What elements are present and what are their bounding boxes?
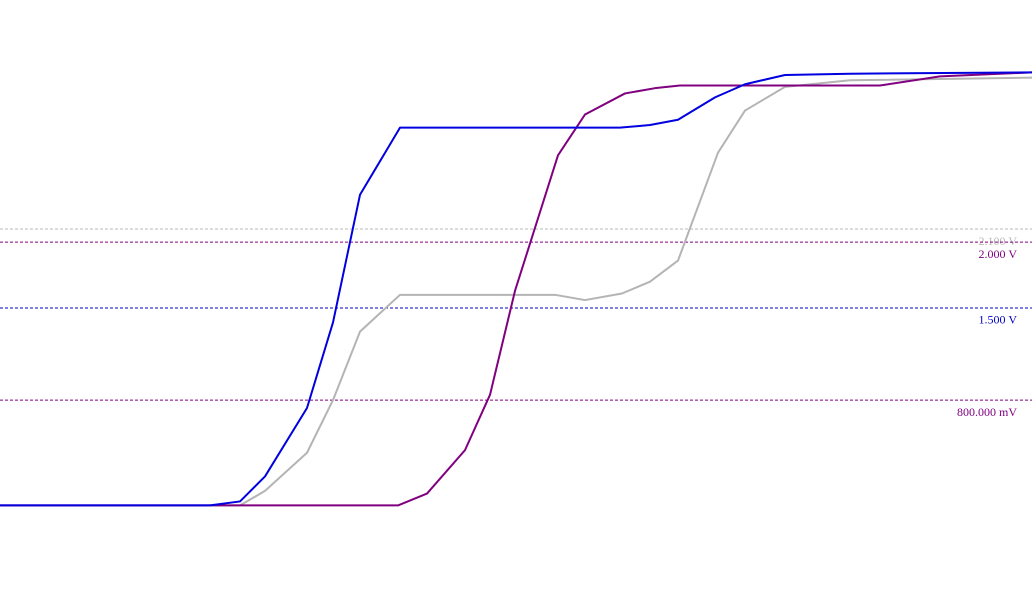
threshold-label: 1.500 V	[979, 313, 1018, 327]
threshold-label: 2.000 V	[979, 247, 1018, 261]
threshold-label: 2.100 V	[979, 234, 1018, 248]
signal-line	[0, 71, 1032, 507]
signal-line	[0, 71, 1032, 507]
threshold-label: 800.000 mV	[957, 405, 1017, 419]
signal-line	[0, 76, 1032, 507]
